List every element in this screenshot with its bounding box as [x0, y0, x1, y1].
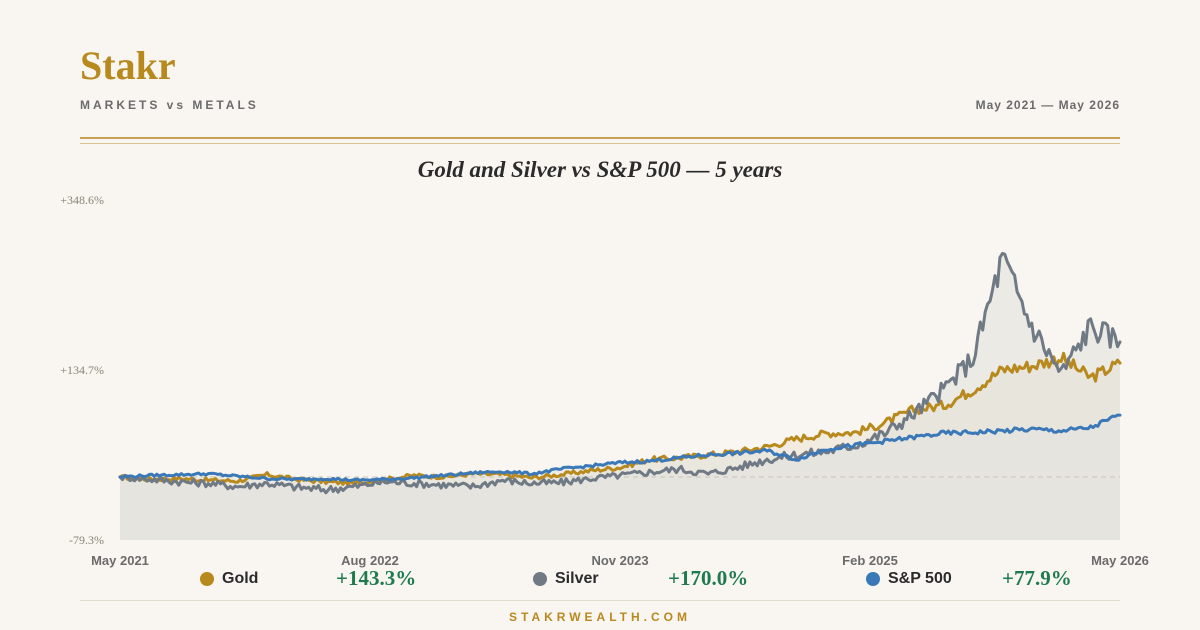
y-tick-label: -79.3% — [69, 533, 104, 547]
silver-legend-marker — [533, 572, 547, 586]
y-tick-label: +134.7% — [60, 363, 104, 377]
brand-logo: Stakr — [80, 43, 176, 88]
x-tick-label: Nov 2023 — [591, 553, 648, 568]
header-divider — [80, 137, 1120, 139]
x-tick-label: May 2021 — [91, 553, 149, 568]
silver-line — [118, 252, 1122, 495]
y-tick-label: +348.6% — [60, 193, 104, 207]
sp500-change-value: +77.9% — [1002, 566, 1072, 590]
legend: Gold +143.3% Silver +170.0% S&P 500 +77.… — [0, 566, 1200, 592]
legend-label-gold: Gold — [222, 570, 259, 587]
footer-site: STAKRWEALTH.COM — [509, 610, 691, 624]
header-divider-thin — [80, 143, 1120, 144]
date-range: May 2021 — May 2026 — [975, 98, 1120, 112]
x-tick-label: Feb 2025 — [842, 553, 898, 568]
chart-title: Gold and Silver vs S&P 500 — 5 years — [417, 157, 783, 182]
legend-label-silver: Silver — [555, 570, 599, 587]
sp500-line — [118, 413, 1122, 483]
silver-change-value: +170.0% — [668, 566, 749, 590]
header-subtitle: MARKETS vs METALS — [80, 98, 259, 112]
sp500-area — [120, 415, 1120, 540]
x-tick-label: May 2026 — [1091, 553, 1149, 568]
x-tick-label: Aug 2022 — [341, 553, 399, 568]
footer-divider — [80, 600, 1120, 601]
legend-label-sp500: S&P 500 — [888, 570, 952, 587]
gold-legend-marker — [200, 572, 214, 586]
gold-change-value: +143.3% — [336, 566, 417, 590]
sp500-legend-marker — [866, 572, 880, 586]
gold-line — [118, 351, 1122, 487]
